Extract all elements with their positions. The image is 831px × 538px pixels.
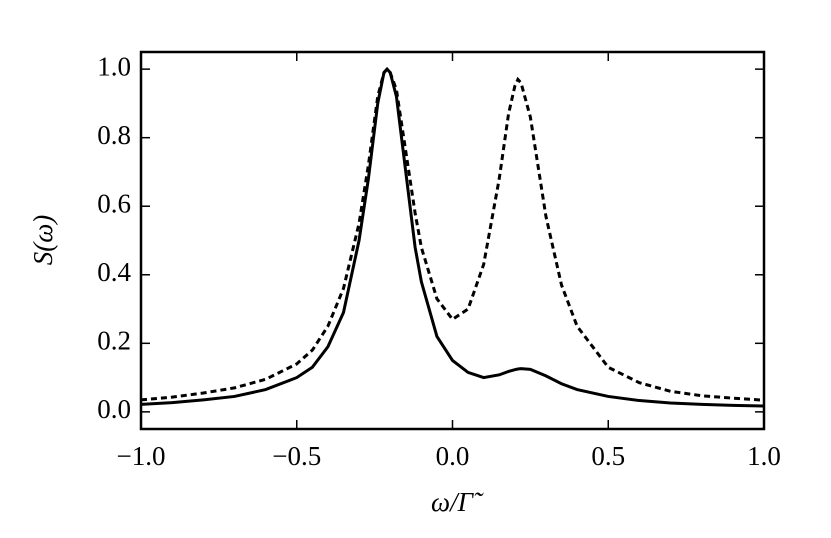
plot-frame xyxy=(139,50,766,431)
y-tick-label: 0.4 xyxy=(97,257,131,287)
x-tick-label: 0.5 xyxy=(591,441,625,471)
x-tick-label: 0.0 xyxy=(436,441,470,471)
y-tick-label: 1.0 xyxy=(97,51,131,81)
y-tick-label: 0.6 xyxy=(97,188,131,218)
y-tick-label: 0.8 xyxy=(97,120,131,150)
y-axis-label: S(ω) xyxy=(28,215,58,266)
data-line xyxy=(141,66,764,402)
x-tick-label: 1.0 xyxy=(747,441,781,471)
x-tick-label: −1.0 xyxy=(117,441,166,471)
x-tick-label: −0.5 xyxy=(272,441,321,471)
x-axis-label: ω/Γ̃ xyxy=(431,487,484,517)
data-line xyxy=(141,66,764,408)
y-tick-label: 0.0 xyxy=(97,394,131,424)
y-tick-label: 0.2 xyxy=(97,326,131,356)
